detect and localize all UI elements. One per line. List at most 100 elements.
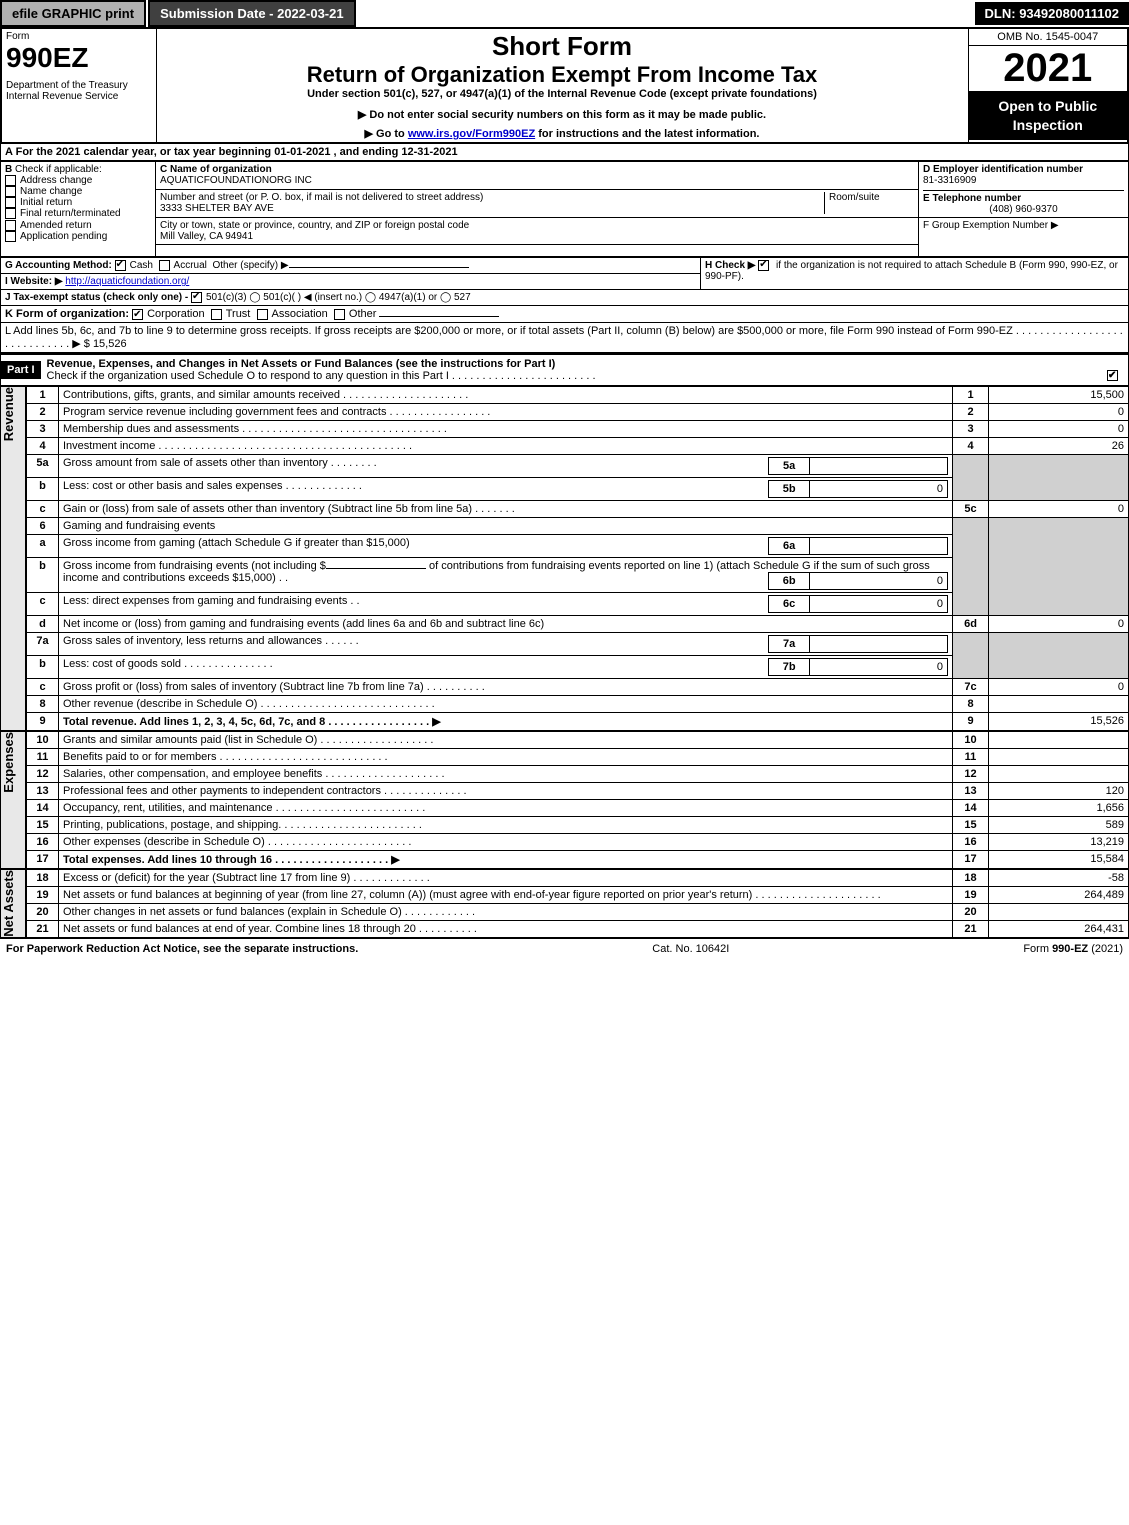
k-label: K Form of organization: bbox=[5, 308, 129, 320]
f-label: F Group Exemption Number ▶ bbox=[923, 220, 1124, 231]
l2-num: 2 bbox=[27, 404, 59, 421]
dln-label: DLN: 93492080011102 bbox=[975, 2, 1129, 25]
l7c-col: 7c bbox=[953, 679, 989, 696]
l10-desc: Grants and similar amounts paid (list in… bbox=[59, 732, 953, 749]
l1-col: 1 bbox=[953, 387, 989, 404]
l17-val: 15,584 bbox=[989, 851, 1129, 869]
check-h[interactable] bbox=[758, 260, 769, 271]
l8-num: 8 bbox=[27, 696, 59, 713]
check-accrual[interactable] bbox=[159, 260, 170, 271]
submission-date-button[interactable]: Submission Date - 2022-03-21 bbox=[148, 0, 356, 27]
l18-desc: Excess or (deficit) for the year (Subtra… bbox=[59, 870, 953, 887]
l6b-d1: Gross income from fundraising events (no… bbox=[63, 560, 326, 572]
l6-num: 6 bbox=[27, 518, 59, 535]
l5b-num: b bbox=[27, 478, 59, 501]
revenue-vlabel: Revenue bbox=[1, 387, 16, 441]
l17-col: 17 bbox=[953, 851, 989, 869]
irs-link[interactable]: www.irs.gov/Form990EZ bbox=[408, 128, 535, 140]
l5c-col: 5c bbox=[953, 501, 989, 518]
l6-desc: Gaming and fundraising events bbox=[59, 518, 953, 535]
l9-val: 15,526 bbox=[989, 713, 1129, 731]
check-amended[interactable] bbox=[5, 220, 16, 231]
check-pending[interactable] bbox=[5, 231, 16, 242]
opt-amended: Amended return bbox=[20, 220, 92, 231]
l18-col: 18 bbox=[953, 870, 989, 887]
e-label: E Telephone number bbox=[923, 193, 1021, 204]
l16-col: 16 bbox=[953, 834, 989, 851]
l11-col: 11 bbox=[953, 749, 989, 766]
city-label: City or town, state or province, country… bbox=[160, 220, 914, 231]
l8-desc: Other revenue (describe in Schedule O) .… bbox=[59, 696, 953, 713]
l3-desc: Membership dues and assessments . . . . … bbox=[59, 421, 953, 438]
part1-title: Part I bbox=[1, 361, 41, 379]
l15-desc: Printing, publications, postage, and shi… bbox=[59, 817, 953, 834]
l2-val: 0 bbox=[989, 404, 1129, 421]
check-cash[interactable] bbox=[115, 260, 126, 271]
l17-desc: Total expenses. Add lines 10 through 16 … bbox=[63, 854, 400, 866]
check-part1[interactable] bbox=[1107, 370, 1118, 381]
l7a-desc: Gross sales of inventory, less returns a… bbox=[63, 635, 359, 647]
l10-col: 10 bbox=[953, 732, 989, 749]
l-val: $ 15,526 bbox=[84, 338, 127, 350]
check-name[interactable] bbox=[5, 186, 16, 197]
footer-left: For Paperwork Reduction Act Notice, see … bbox=[6, 943, 358, 955]
l9-num: 9 bbox=[27, 713, 59, 731]
dept-label: Department of the Treasury Internal Reve… bbox=[6, 80, 152, 102]
street-value: 3333 SHELTER BAY AVE bbox=[160, 203, 824, 214]
l21-col: 21 bbox=[953, 921, 989, 938]
k-corp: Corporation bbox=[147, 308, 204, 320]
l12-num: 12 bbox=[27, 766, 59, 783]
l10-num: 10 bbox=[27, 732, 59, 749]
l7b-desc: Less: cost of goods sold . . . . . . . .… bbox=[63, 658, 273, 670]
l20-desc: Other changes in net assets or fund bala… bbox=[59, 904, 953, 921]
info-table: B Check if applicable: Address change Na… bbox=[0, 161, 1129, 257]
check-501c3[interactable] bbox=[191, 292, 202, 303]
l5c-num: c bbox=[27, 501, 59, 518]
check-address[interactable] bbox=[5, 175, 16, 186]
check-trust[interactable] bbox=[211, 309, 222, 320]
l6a-num: a bbox=[27, 535, 59, 558]
c-name-label: C Name of organization bbox=[160, 164, 272, 175]
check-corp[interactable] bbox=[132, 309, 143, 320]
l4-num: 4 bbox=[27, 438, 59, 455]
omb-cell: OMB No. 1545-0047 bbox=[968, 28, 1128, 46]
l1-num: 1 bbox=[27, 387, 59, 404]
l3-col: 3 bbox=[953, 421, 989, 438]
l6d-num: d bbox=[27, 616, 59, 633]
l16-num: 16 bbox=[27, 834, 59, 851]
l5b-mv: 0 bbox=[810, 481, 948, 498]
l7c-num: c bbox=[27, 679, 59, 696]
l7b-num: b bbox=[27, 656, 59, 679]
website-link[interactable]: http://aquaticfoundation.org/ bbox=[65, 276, 189, 287]
form-word: Form bbox=[6, 31, 152, 42]
g-accrual: Accrual bbox=[174, 260, 207, 271]
l6d-desc: Net income or (loss) from gaming and fun… bbox=[59, 616, 953, 633]
efile-print-button[interactable]: efile GRAPHIC print bbox=[0, 0, 146, 27]
l14-col: 14 bbox=[953, 800, 989, 817]
tax-year: 2021 bbox=[969, 46, 1128, 91]
l14-val: 1,656 bbox=[989, 800, 1129, 817]
goto-pre: ▶ Go to bbox=[365, 128, 408, 140]
check-initial[interactable] bbox=[5, 197, 16, 208]
check-other[interactable] bbox=[334, 309, 345, 320]
ein-value: 81-3316909 bbox=[923, 175, 1124, 186]
netassets-vlabel: Net Assets bbox=[1, 870, 16, 937]
l13-val: 120 bbox=[989, 783, 1129, 800]
j-label: J Tax-exempt status (check only one) - bbox=[5, 292, 188, 303]
l4-desc: Investment income . . . . . . . . . . . … bbox=[59, 438, 953, 455]
check-assoc[interactable] bbox=[257, 309, 268, 320]
line-a-text: For the 2021 calendar year, or tax year … bbox=[16, 146, 458, 158]
top-bar: efile GRAPHIC print Submission Date - 20… bbox=[0, 0, 1129, 27]
l1-val: 15,500 bbox=[989, 387, 1129, 404]
room-label: Room/suite bbox=[824, 192, 914, 214]
l20-val bbox=[989, 904, 1129, 921]
expenses-block: Expenses 10Grants and similar amounts pa… bbox=[0, 731, 1129, 869]
short-form-title: Short Form bbox=[161, 31, 964, 62]
footer-right: Form 990-EZ (2021) bbox=[1023, 943, 1123, 955]
check-final[interactable] bbox=[5, 208, 16, 219]
l6d-val: 0 bbox=[989, 616, 1129, 633]
l21-desc: Net assets or fund balances at end of ye… bbox=[59, 921, 953, 938]
h-label: H Check ▶ bbox=[705, 260, 755, 271]
l16-desc: Other expenses (describe in Schedule O) … bbox=[59, 834, 953, 851]
l13-desc: Professional fees and other payments to … bbox=[59, 783, 953, 800]
